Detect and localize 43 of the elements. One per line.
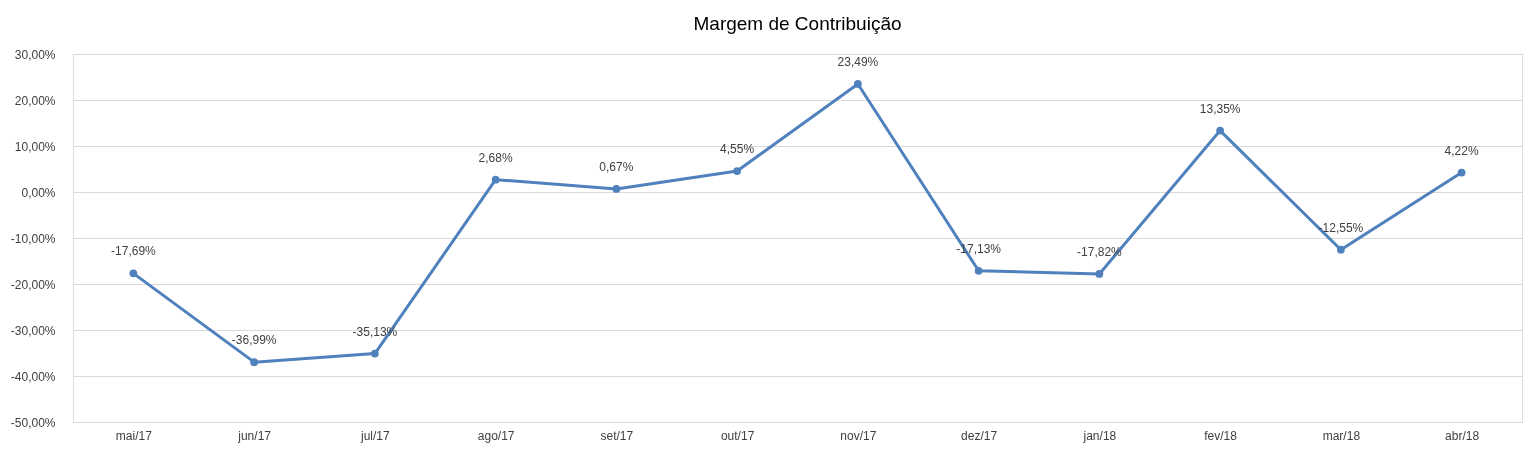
data-label: 4,22%	[1444, 143, 1479, 158]
data-label: -17,69%	[111, 244, 157, 259]
x-tick-label: set/17	[600, 428, 634, 443]
x-tick-label: out/17	[720, 428, 755, 443]
y-tick-label: 0,00%	[21, 185, 56, 200]
chart-title: Margem de Contribuição	[693, 13, 902, 34]
x-tick-label: ago/17	[477, 428, 515, 443]
data-label: 23,49%	[837, 54, 879, 69]
y-tick-label: -30,00%	[10, 323, 56, 338]
x-tick-label: abr/18	[1445, 428, 1480, 443]
data-label: -12,55%	[1318, 220, 1364, 235]
point	[854, 80, 862, 88]
point	[371, 349, 379, 358]
y-tick-label: 10,00%	[14, 139, 56, 154]
y-tick-label: -40,00%	[10, 369, 56, 384]
y-tick-label: -20,00%	[10, 277, 56, 292]
data-label: -36,99%	[231, 333, 277, 348]
point	[1337, 245, 1345, 254]
point	[1216, 126, 1224, 135]
x-tick-label: jul/17	[360, 428, 391, 443]
point	[129, 269, 138, 278]
y-tick-label: 20,00%	[14, 93, 56, 108]
x-tick-label: mar/18	[1322, 428, 1361, 443]
point	[1457, 168, 1466, 177]
x-tick-label: nov/17	[840, 428, 877, 443]
y-tick-label: -10,00%	[10, 231, 56, 246]
data-label: 13,35%	[1199, 101, 1241, 116]
x-tick-label: jun/17	[237, 428, 272, 443]
point	[733, 167, 741, 175]
point	[612, 185, 621, 193]
point	[491, 175, 500, 184]
data-label: 4,55%	[720, 142, 755, 157]
data-label: 2,68%	[478, 150, 513, 165]
point	[974, 266, 983, 275]
point	[250, 358, 258, 367]
y-tick-label: 30,00%	[14, 47, 56, 62]
x-tick-label: mai/17	[115, 428, 153, 443]
x-tick-label: jan/18	[1082, 428, 1117, 443]
data-label: 0,67%	[599, 159, 634, 174]
y-tick-label: -50,00%	[10, 415, 56, 430]
x-tick-label: fev/18	[1204, 428, 1238, 443]
point	[1095, 270, 1104, 278]
x-tick-label: dez/17	[961, 428, 998, 443]
